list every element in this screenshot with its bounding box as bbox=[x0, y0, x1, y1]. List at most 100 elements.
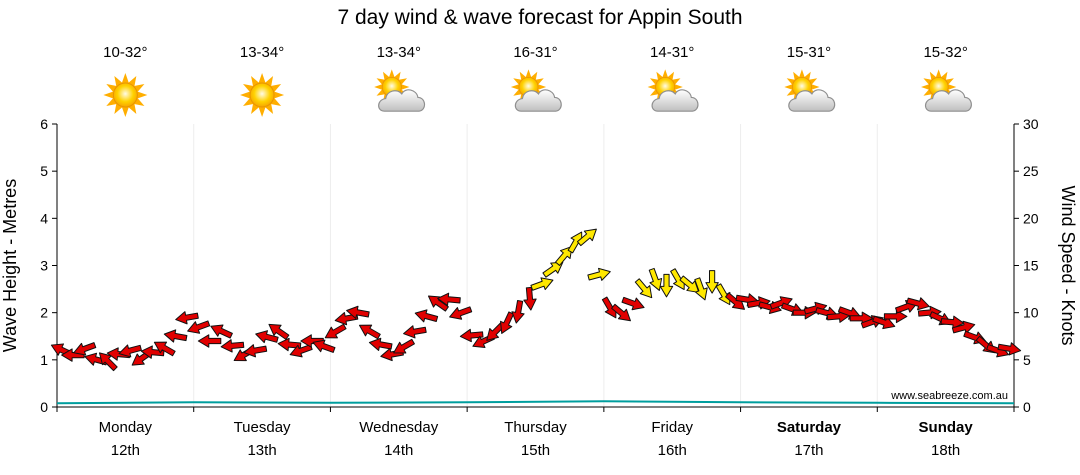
wind-arrow bbox=[403, 325, 427, 339]
day-label: Friday bbox=[651, 419, 693, 436]
right-tick-label: 20 bbox=[1023, 210, 1039, 226]
wave-height-line bbox=[56, 400, 1015, 405]
cloud-icon bbox=[924, 89, 972, 112]
partly-cloudy-icon bbox=[784, 69, 836, 112]
wind-arrow bbox=[694, 277, 708, 301]
date-label: 14th bbox=[384, 442, 413, 459]
temp-range-label: 13-34° bbox=[377, 44, 421, 61]
wind-arrow bbox=[346, 305, 370, 319]
wind-arrow bbox=[255, 330, 279, 344]
date-label: 13th bbox=[247, 442, 276, 459]
right-tick-label: 15 bbox=[1023, 258, 1039, 274]
wind-arrow bbox=[715, 283, 731, 306]
watermark: www.seabreeze.com.au bbox=[890, 390, 1008, 402]
right-tick-label: 30 bbox=[1023, 116, 1039, 132]
wind-arrow bbox=[648, 267, 663, 291]
cloud-icon bbox=[788, 89, 836, 112]
wind-arrow bbox=[324, 323, 347, 339]
day-label: Wednesday bbox=[359, 419, 438, 436]
right-tick-label: 5 bbox=[1023, 352, 1031, 368]
wind-arrow bbox=[555, 246, 573, 266]
wind-arrow bbox=[530, 277, 554, 291]
wind-arrow bbox=[883, 309, 908, 324]
cloud-icon bbox=[514, 89, 562, 112]
chart-title: 7 day wind & wave forecast for Appin Sou… bbox=[337, 6, 743, 29]
wind-arrow bbox=[175, 311, 199, 325]
sun-icon bbox=[374, 69, 410, 105]
day-label: Tuesday bbox=[234, 419, 291, 436]
temp-range-label: 16-31° bbox=[513, 44, 557, 61]
wind-arrow bbox=[312, 339, 336, 353]
left-tick-label: 5 bbox=[40, 163, 48, 179]
cloud-icon bbox=[378, 89, 426, 112]
date-label: 15th bbox=[521, 442, 550, 459]
wind-arrow bbox=[542, 261, 564, 278]
partly-cloudy-icon bbox=[510, 69, 562, 112]
left-tick-label: 6 bbox=[40, 116, 48, 132]
left-tick-label: 0 bbox=[40, 399, 48, 415]
right-tick-label: 25 bbox=[1023, 163, 1039, 179]
wind-arrow bbox=[98, 352, 118, 372]
wind-arrow bbox=[368, 337, 393, 351]
wind-arrow bbox=[587, 267, 611, 281]
wind-arrow bbox=[906, 297, 930, 311]
wind-arrow bbox=[576, 228, 597, 247]
wind-arrow bbox=[872, 315, 896, 330]
date-label: 12th bbox=[111, 442, 140, 459]
day-label: Saturday bbox=[777, 419, 842, 436]
wind-arrow bbox=[459, 328, 484, 343]
wind-arrow bbox=[511, 300, 525, 324]
temp-range-label: 13-34° bbox=[240, 44, 284, 61]
wind-arrow bbox=[73, 342, 97, 356]
wind-arrow bbox=[486, 322, 506, 341]
wind-arrow bbox=[220, 339, 245, 353]
wind-arrow bbox=[634, 278, 653, 299]
sunny-icon bbox=[103, 73, 148, 117]
right-axis-title: Wind Speed - Knots bbox=[1058, 185, 1078, 345]
temp-range-label: 14-31° bbox=[650, 44, 694, 61]
cloud-icon bbox=[651, 89, 699, 112]
temp-range-label: 15-31° bbox=[787, 44, 831, 61]
wind-arrow bbox=[427, 295, 449, 312]
sunny-icon bbox=[240, 73, 285, 117]
date-label: 16th bbox=[658, 442, 687, 459]
wind-arrow bbox=[500, 311, 515, 334]
temp-range-label: 10-32° bbox=[103, 44, 147, 61]
partly-cloudy-icon bbox=[374, 69, 426, 112]
wind-arrow bbox=[393, 338, 415, 354]
sun-icon bbox=[103, 73, 148, 117]
right-tick-label: 10 bbox=[1023, 305, 1039, 321]
wind-arrow bbox=[210, 324, 233, 339]
wind-arrow bbox=[277, 337, 302, 352]
wind-arrow bbox=[449, 306, 473, 320]
partly-cloudy-icon bbox=[921, 69, 972, 112]
wind-arrow bbox=[163, 329, 188, 343]
left-tick-label: 1 bbox=[40, 352, 48, 368]
wind-arrow bbox=[187, 320, 211, 334]
wind-arrow bbox=[300, 334, 324, 348]
left-axis-title: Wave Height - Metres bbox=[0, 179, 20, 352]
left-tick-label: 3 bbox=[40, 258, 48, 274]
wind-arrow bbox=[523, 286, 537, 311]
date-label: 18th bbox=[931, 442, 960, 459]
wind-arrow bbox=[611, 303, 631, 322]
left-tick-label: 4 bbox=[40, 210, 48, 226]
wind-arrow bbox=[414, 309, 439, 323]
left-tick-label: 2 bbox=[40, 305, 48, 321]
wind-arrow bbox=[358, 324, 381, 340]
wind-arrow bbox=[997, 342, 1022, 356]
wind-arrow bbox=[153, 341, 176, 357]
wind-arrow bbox=[437, 292, 461, 307]
wind-arrow bbox=[951, 320, 976, 334]
wind-arrow bbox=[679, 275, 700, 293]
date-label: 17th bbox=[794, 442, 823, 459]
wind-arrow bbox=[621, 296, 645, 311]
day-label: Monday bbox=[99, 419, 153, 436]
wind-arrow bbox=[659, 273, 674, 298]
temp-range-label: 15-32° bbox=[923, 44, 967, 61]
wind-arrow bbox=[268, 323, 290, 340]
wind-arrow bbox=[118, 344, 142, 358]
sun-icon bbox=[240, 73, 285, 117]
